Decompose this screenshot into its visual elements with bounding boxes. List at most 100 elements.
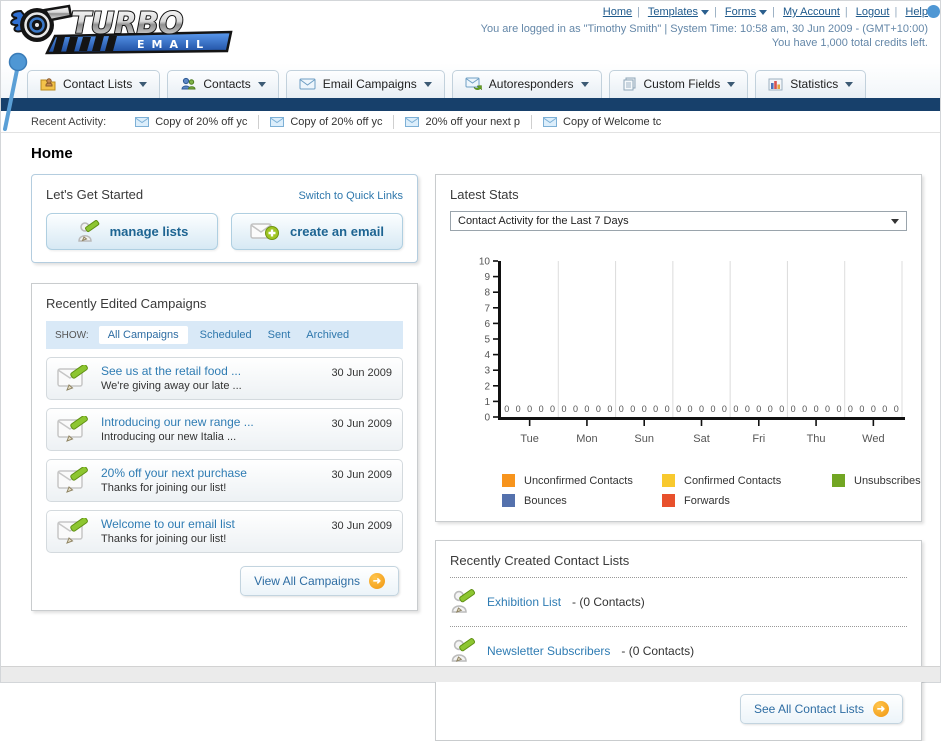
chart-legend: Unconfirmed Contacts Confirmed Contacts … <box>502 474 921 507</box>
top-link-forms[interactable]: Forms <box>725 6 768 18</box>
campaign-title-link[interactable]: Introducing our new range ... <box>101 415 254 430</box>
filter-tab-archived[interactable]: Archived <box>306 329 350 341</box>
nav-tab-contacts[interactable]: Contacts <box>167 70 279 98</box>
svg-text:0: 0 <box>733 404 738 414</box>
filter-tab-sent[interactable]: Sent <box>267 329 291 341</box>
campaign-title-link[interactable]: See us at the retail food ... <box>101 364 242 378</box>
recent-activity-item[interactable]: Copy of 20% off yc <box>124 114 260 129</box>
top-link-templates[interactable]: Templates <box>648 6 709 18</box>
latest-stats-panel: Latest Stats Contact Activity for the La… <box>435 174 922 522</box>
svg-text:EMAIL: EMAIL <box>137 38 210 51</box>
campaign-title-link[interactable]: 20% off your next purchase <box>101 466 247 481</box>
campaign-row[interactable]: Welcome to our email list Thanks for joi… <box>46 510 403 554</box>
manage-lists-button[interactable]: manage lists <box>46 213 218 250</box>
envelope-pencil-icon <box>57 415 88 442</box>
campaign-row[interactable]: 20% off your next purchase Thanks for jo… <box>46 459 403 503</box>
svg-text:0: 0 <box>607 404 612 414</box>
top-link-logout[interactable]: Logout <box>855 6 890 18</box>
filter-tab-scheduled[interactable]: Scheduled <box>199 329 252 341</box>
dotted-divider <box>450 577 907 578</box>
campaign-date: 30 Jun 2009 <box>331 367 392 379</box>
chevron-down-icon <box>423 81 432 87</box>
svg-text:0: 0 <box>504 404 509 414</box>
svg-text:Wed: Wed <box>862 433 884 445</box>
top-link-my-account[interactable]: My Account <box>783 6 840 18</box>
header-right: Home | Templates | Forms | My Account | Logo… <box>481 6 928 49</box>
switch-to-quick-links[interactable]: Switch to Quick Links <box>298 190 403 202</box>
svg-text:Fri: Fri <box>752 433 765 445</box>
view-all-campaigns-button[interactable]: View All Campaigns ➜ <box>240 566 399 597</box>
navy-divider-bar <box>1 98 940 111</box>
top-link-home[interactable]: Home <box>602 6 633 18</box>
turbo-email-logo: TURBO EMAIL <box>7 3 235 60</box>
page-title: Home <box>31 145 73 162</box>
svg-text:4: 4 <box>484 350 490 361</box>
recent-activity-item[interactable]: Copy of Welcome tc <box>532 115 672 129</box>
legend-item: Bounces <box>502 494 662 507</box>
stats-period-value: Contact Activity for the Last 7 Days <box>458 215 629 227</box>
svg-text:5: 5 <box>484 335 490 346</box>
envelope-icon <box>405 116 420 127</box>
help-bubble-icon[interactable] <box>927 5 940 18</box>
contact-list-row[interactable]: Newsletter Subscribers - (0 Contacts) <box>450 636 907 666</box>
campaign-row[interactable]: Introducing our new range ... Introducin… <box>46 408 403 452</box>
svg-text:0: 0 <box>516 404 521 414</box>
nav-tab-label: Autoresponders <box>488 77 574 91</box>
svg-text:0: 0 <box>859 404 864 414</box>
svg-text:3: 3 <box>484 366 490 377</box>
envelope-plus-icon <box>250 222 280 240</box>
contact-activity-chart: 0 1 2 3 4 5 6 7 8 9 10 0 0 0 0 0 Tue 0 0 0 0 0 Mon 0 0 0 0 0 Sun 0 0 0 0… <box>450 255 907 466</box>
svg-text:0: 0 <box>642 404 647 414</box>
svg-text:0: 0 <box>756 404 761 414</box>
stats-period-select[interactable]: Contact Activity for the Last 7 Days <box>450 211 907 231</box>
top-links: Home | Templates | Forms | My Account | Logo… <box>602 6 928 18</box>
recent-activity-item[interactable]: Copy of 20% off yc <box>259 114 395 129</box>
nav-tab-email-campaigns[interactable]: Email Campaigns <box>285 70 445 98</box>
svg-text:10: 10 <box>479 257 491 268</box>
chevron-down-icon <box>580 81 589 87</box>
campaign-row[interactable]: See us at the retail food ... We're givi… <box>46 357 403 401</box>
create-an-email-button[interactable]: create an email <box>231 213 403 250</box>
recent-activity-item[interactable]: 20% off your next p <box>394 114 533 129</box>
documents-icon <box>623 77 636 91</box>
nav-tab-contact-lists[interactable]: Contact Lists <box>27 70 161 98</box>
bar-chart-icon <box>768 78 783 90</box>
nav-tab-custom-fields[interactable]: Custom Fields <box>608 70 749 98</box>
contact-list-name-link[interactable]: Exhibition List <box>487 595 562 609</box>
campaigns-filter-strip: SHOW: All Campaigns Scheduled Sent Archi… <box>46 321 403 349</box>
legend-swatch <box>662 494 675 507</box>
arrow-right-icon: ➜ <box>369 573 385 590</box>
svg-text:Sun: Sun <box>634 433 654 445</box>
svg-text:2: 2 <box>484 381 490 392</box>
legend-swatch <box>832 474 845 487</box>
see-all-contact-lists-button[interactable]: See All Contact Lists ➜ <box>739 694 903 724</box>
legend-item: Confirmed Contacts <box>662 474 832 487</box>
filter-tab-all-campaigns[interactable]: All Campaigns <box>98 326 188 344</box>
campaign-subtitle: We're giving away our late ... <box>101 380 242 393</box>
contact-list-row[interactable]: Exhibition List - (0 Contacts) <box>450 587 907 617</box>
svg-text:0: 0 <box>619 404 624 414</box>
contact-list-name-link[interactable]: Newsletter Subscribers <box>487 644 611 658</box>
recent-activity-label: Recent Activity: <box>31 115 107 128</box>
envelope-icon <box>543 116 558 127</box>
get-started-title: Let's Get Started <box>46 187 144 202</box>
svg-text:0: 0 <box>768 404 773 414</box>
svg-text:6: 6 <box>484 319 490 330</box>
envelope-icon <box>135 116 150 127</box>
svg-text:0: 0 <box>539 404 544 414</box>
top-link-help[interactable]: Help <box>905 6 928 18</box>
svg-text:0: 0 <box>871 404 876 414</box>
turbo-email-logo-graphic: TURBO EMAIL <box>10 4 233 55</box>
svg-text:0: 0 <box>710 404 715 414</box>
campaign-title-link[interactable]: Welcome to our email list <box>101 517 235 532</box>
nav-tab-statistics[interactable]: Statistics <box>755 70 867 98</box>
svg-text:0: 0 <box>665 404 670 414</box>
svg-text:9: 9 <box>484 272 490 283</box>
envelope-icon <box>299 78 316 90</box>
svg-text:0: 0 <box>722 404 727 414</box>
svg-text:0: 0 <box>894 404 899 414</box>
nav-tab-autoresponders[interactable]: Autoresponders <box>451 70 602 98</box>
nav-tab-label: Contact Lists <box>63 77 133 91</box>
envelope-arrow-icon <box>465 77 482 91</box>
chevron-down-icon <box>727 81 736 87</box>
